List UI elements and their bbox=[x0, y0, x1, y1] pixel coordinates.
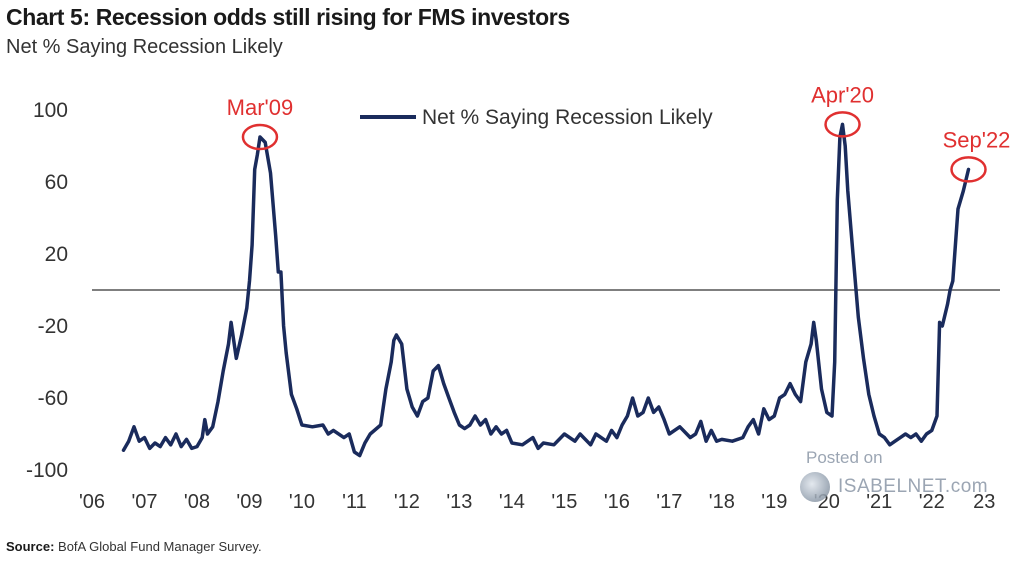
x-tick-label: '12 bbox=[394, 491, 420, 513]
x-tick-label: '07 bbox=[131, 491, 157, 513]
annotation-label: Sep'22 bbox=[943, 127, 1011, 152]
source-note: Source: BofA Global Fund Manager Survey. bbox=[6, 539, 262, 554]
annotation-label: Mar'09 bbox=[227, 95, 294, 120]
x-tick-label: '16 bbox=[604, 491, 630, 513]
x-tick-label: 23 bbox=[973, 491, 995, 513]
isabelnet-logo-icon bbox=[800, 472, 830, 502]
x-tick-label: '13 bbox=[446, 491, 472, 513]
x-tick-label: '22 bbox=[919, 491, 945, 513]
annotation-circle bbox=[241, 123, 279, 151]
y-tick-label: -20 bbox=[38, 315, 68, 338]
x-tick-label: '15 bbox=[551, 491, 577, 513]
source-text: BofA Global Fund Manager Survey. bbox=[58, 539, 262, 554]
x-tick-label: '11 bbox=[342, 491, 367, 513]
x-tick-label: '21 bbox=[866, 491, 892, 513]
x-tick-label: '10 bbox=[289, 491, 315, 513]
annotation-label: Apr'20 bbox=[811, 82, 874, 107]
y-tick-label: -60 bbox=[38, 387, 68, 410]
legend-label: Net % Saying Recession Likely bbox=[422, 106, 713, 129]
y-tick-label: 100 bbox=[33, 99, 68, 122]
x-tick-label: '19 bbox=[761, 491, 787, 513]
annotation-circle bbox=[950, 156, 987, 183]
watermark-posted-on: Posted on bbox=[806, 448, 883, 467]
x-tick-label: '14 bbox=[499, 491, 525, 513]
x-tick-label: '08 bbox=[184, 491, 210, 513]
x-tick-label: '17 bbox=[656, 491, 682, 513]
y-tick-label: 60 bbox=[45, 171, 68, 194]
x-tick-label: '09 bbox=[236, 491, 262, 513]
source-label: Source: bbox=[6, 539, 55, 554]
y-tick-label: -100 bbox=[26, 459, 68, 482]
watermark-site: ISABELNET.com bbox=[838, 476, 989, 497]
x-tick-label: '18 bbox=[709, 491, 735, 513]
chart-title: Chart 5: Recession odds still rising for… bbox=[6, 4, 570, 30]
y-tick-label: 20 bbox=[45, 243, 68, 266]
chart-subtitle: Net % Saying Recession Likely bbox=[6, 36, 283, 58]
annotation-circle bbox=[824, 111, 861, 138]
x-tick-label: '06 bbox=[79, 491, 105, 513]
